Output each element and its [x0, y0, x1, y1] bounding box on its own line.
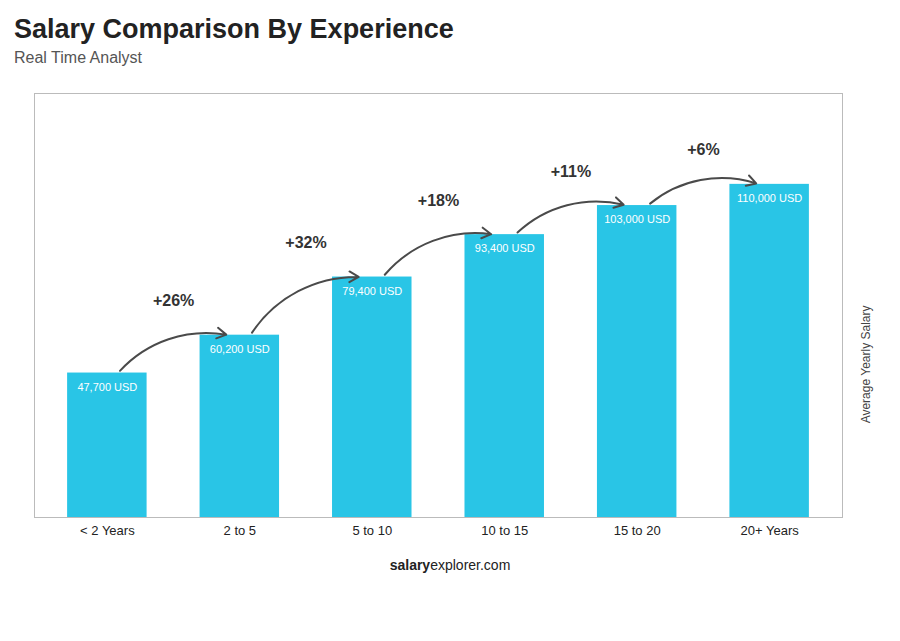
svg-text:+32%: +32%: [285, 234, 326, 251]
svg-text:+18%: +18%: [418, 192, 459, 209]
svg-text:20+ Years: 20+ Years: [741, 523, 800, 538]
html-text:Salary Comparison By Experienc: Salary Comparison By Experience: [14, 14, 454, 44]
svg-text:Average Yearly Salary: Average Yearly Salary: [859, 306, 873, 424]
svg-text:110,000 USD: 110,000 USD: [737, 192, 802, 204]
html-text:salary explorer.com: salary explorer.com: [389, 557, 511, 573]
svg-text:103,000 USD: 103,000 USD: [604, 213, 670, 225]
svg-text:< 2 Years: < 2 Years: [80, 523, 135, 538]
svg-text:5 to 10: 5 to 10: [352, 523, 392, 538]
svg-text:47,700 USD: 47,700 USD: [77, 381, 137, 393]
svg-text:79,400 USD: 79,400 USD: [342, 285, 402, 297]
svg-text:60,200 USD: 60,200 USD: [210, 343, 270, 355]
svg-text:15 to 20: 15 to 20: [614, 523, 661, 538]
svg-text:10 to 15: 10 to 15: [481, 523, 528, 538]
html-text:Real Time Analyst: Real Time Analyst: [14, 49, 143, 66]
svg-text:+26%: +26%: [153, 292, 194, 309]
svg-text:2 to 5: 2 to 5: [224, 523, 257, 538]
svg-text:93,400 USD: 93,400 USD: [475, 242, 535, 254]
svg-text:+11%: +11%: [551, 163, 591, 180]
svg-text:+6%: +6%: [687, 141, 719, 158]
